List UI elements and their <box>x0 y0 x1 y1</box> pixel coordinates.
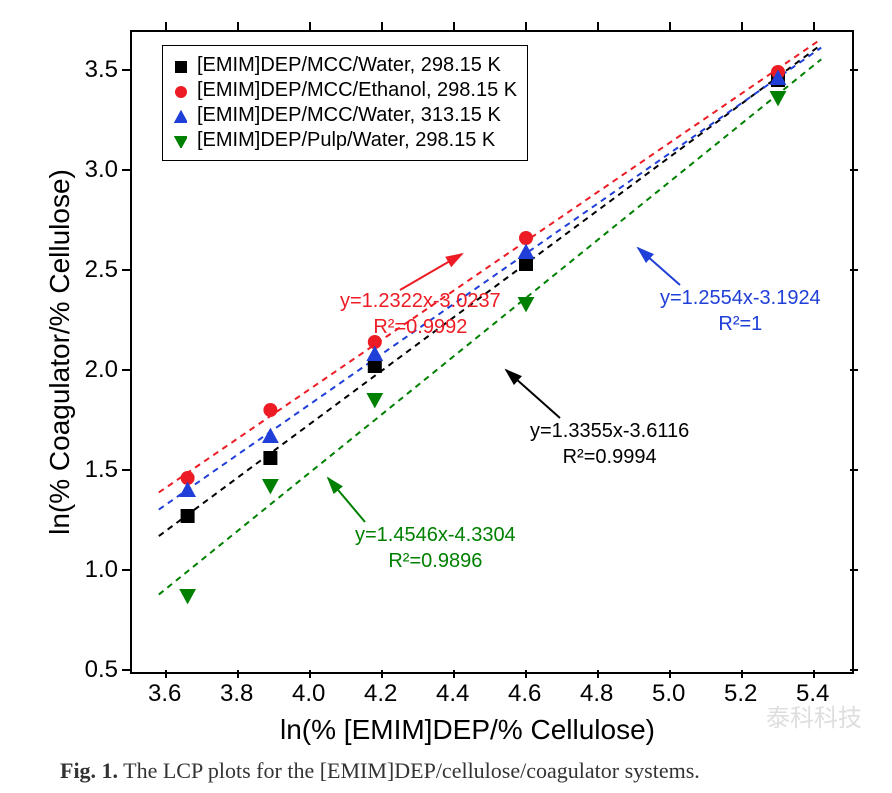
data-point <box>518 297 535 312</box>
y-axis-label: ln(% Coagulator/% Cellulose) <box>44 152 76 552</box>
data-point <box>263 451 277 465</box>
data-point <box>770 91 787 106</box>
caption-rest: The LCP plots for the [EMIM]DEP/cellulos… <box>118 758 700 783</box>
y-tick-label: 0.5 <box>85 656 118 684</box>
x-tick-label: 3.8 <box>220 680 253 708</box>
fit-annotation: y=1.2554x-3.1924R²=1 <box>660 285 821 337</box>
y-tick-label: 3.5 <box>85 56 118 84</box>
legend-label: [EMIM]DEP/MCC/Water, 313.15 K <box>197 104 501 127</box>
caption-bold: Fig. 1. <box>60 758 118 783</box>
x-tick-label: 4.4 <box>436 680 469 708</box>
y-tick-label: 1.5 <box>85 456 118 484</box>
legend-item: [EMIM]DEP/MCC/Water, 313.15 K <box>173 104 517 127</box>
annotation-arrow <box>638 248 680 285</box>
annotation-arrow <box>506 370 560 418</box>
y-tick-label: 2.0 <box>85 356 118 384</box>
figure-caption: Fig. 1. The LCP plots for the [EMIM]DEP/… <box>60 758 700 784</box>
data-point <box>263 403 277 417</box>
legend-item: [EMIM]DEP/MCC/Ethanol, 298.15 K <box>173 79 517 102</box>
data-point <box>368 359 382 373</box>
x-tick-label: 3.6 <box>148 680 181 708</box>
x-tick-label: 5.4 <box>796 680 829 708</box>
figure-container: ln(% Coagulator/% Cellulose) ln(% [EMIM]… <box>0 0 892 793</box>
legend-label: [EMIM]DEP/MCC/Ethanol, 298.15 K <box>197 79 517 102</box>
fit-annotation: y=1.2322x-3.0237R²=0.9992 <box>340 288 501 340</box>
data-point <box>366 393 383 408</box>
annotation-arrow <box>400 254 462 290</box>
x-tick-label: 5.2 <box>724 680 757 708</box>
data-point <box>179 589 196 604</box>
data-point <box>262 479 279 494</box>
x-tick-label: 5.0 <box>652 680 685 708</box>
data-point <box>181 509 195 523</box>
data-point <box>179 482 196 497</box>
x-tick-label: 4.2 <box>364 680 397 708</box>
data-point <box>519 257 533 271</box>
legend-item: [EMIM]DEP/MCC/Water, 298.15 K <box>173 54 517 77</box>
data-point <box>262 428 279 443</box>
legend-label: [EMIM]DEP/Pulp/Water, 298.15 K <box>197 129 495 152</box>
y-tick-label: 2.5 <box>85 256 118 284</box>
legend-item: [EMIM]DEP/Pulp/Water, 298.15 K <box>173 129 517 152</box>
y-tick-label: 1.0 <box>85 556 118 584</box>
x-tick-label: 4.0 <box>292 680 325 708</box>
x-tick-label: 4.6 <box>508 680 541 708</box>
legend-label: [EMIM]DEP/MCC/Water, 298.15 K <box>197 54 501 77</box>
data-point <box>518 244 535 259</box>
fit-annotation: y=1.4546x-4.3304R²=0.9896 <box>355 522 516 574</box>
x-axis-label: ln(% [EMIM]DEP/% Cellulose) <box>280 714 655 746</box>
data-point <box>519 231 533 245</box>
annotation-arrow <box>328 478 365 522</box>
x-tick-label: 4.8 <box>580 680 613 708</box>
legend: [EMIM]DEP/MCC/Water, 298.15 K[EMIM]DEP/M… <box>162 45 528 161</box>
fit-annotation: y=1.3355x-3.6116R²=0.9994 <box>530 418 689 470</box>
y-tick-label: 3.0 <box>85 156 118 184</box>
